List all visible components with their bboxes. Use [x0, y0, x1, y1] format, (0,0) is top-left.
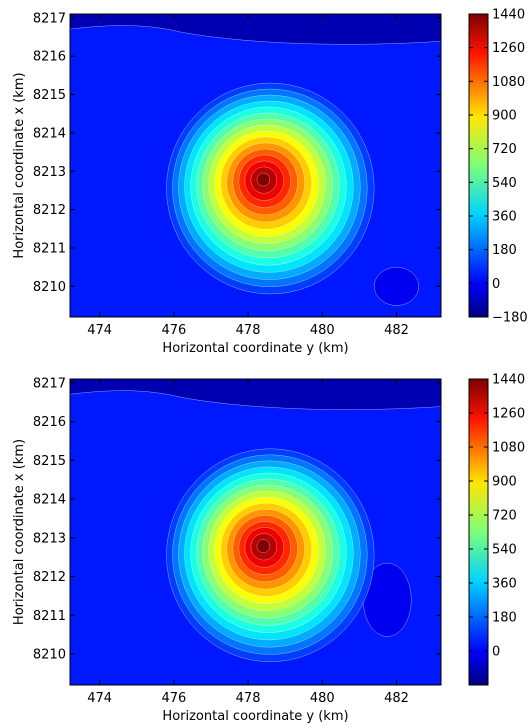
low-region-top: [70, 14, 441, 45]
y-tick-label: 8213: [33, 531, 66, 546]
y-axis-label: Horizontal coordinate x (km): [12, 72, 27, 258]
contour-field: [70, 379, 441, 685]
x-tick-label: 474: [87, 691, 112, 706]
x-axis-label: Horizontal coordinate y (km): [162, 341, 348, 356]
low-region-top: [70, 379, 441, 410]
y-tick-label: 8215: [33, 454, 66, 469]
x-tick-label: 474: [87, 323, 112, 338]
colorbar-gradient: [468, 13, 489, 318]
x-tick-label: 482: [384, 691, 409, 706]
colorbar-tick-label: 360: [492, 210, 517, 225]
x-axis-label: Horizontal coordinate y (km): [162, 709, 348, 724]
y-tick-label: 8215: [33, 88, 66, 103]
colorbar-tick-label: 1260: [492, 41, 525, 56]
colorbar-tick-label: 180: [492, 243, 517, 258]
colorbar-tick-label: 1440: [492, 8, 525, 23]
colorbar-tick-label: 720: [492, 142, 517, 157]
colorbar: 0 180 360 540 720 900 1080 1260 1440: [468, 373, 525, 686]
y-tick-label: 8211: [33, 241, 66, 256]
plot-frame: [69, 13, 442, 318]
colorbar-tick-label: 1080: [492, 441, 525, 456]
colorbar-tick-label: 1440: [492, 373, 525, 388]
colorbar-tick-label: 1260: [492, 407, 525, 422]
x-tick-label: 480: [310, 323, 335, 338]
colorbar-tick-label: −180: [492, 311, 528, 326]
colorbar-tick-label: 1080: [492, 75, 525, 90]
colorbar-tick-label: 180: [492, 611, 517, 626]
chart-panel-2: 474 476 478 480 482 8210 8211 8212 8213 8214 8215 8…: [12, 373, 525, 725]
colorbar-tick-label: 900: [492, 109, 517, 124]
y-tick-label: 8212: [33, 570, 66, 585]
y-tick-label: 8217: [33, 376, 66, 391]
x-tick-label: 478: [236, 691, 261, 706]
x-tick-label: 476: [161, 323, 186, 338]
y-tick-label: 8210: [33, 280, 66, 295]
colorbar-tick-label: 0: [492, 645, 500, 660]
colorbar-tick-label: 720: [492, 509, 517, 524]
colorbar-tick-label: 0: [492, 277, 500, 292]
x-tick-label: 482: [384, 323, 409, 338]
y-tick-label: 8212: [33, 203, 66, 218]
y-tick-label: 8210: [33, 648, 66, 663]
colorbar-tick-label: 540: [492, 543, 517, 558]
x-tick-label: 476: [161, 691, 186, 706]
y-tick-label: 8216: [33, 50, 66, 65]
contour-field: [70, 14, 441, 317]
y-tick-label: 8214: [33, 126, 66, 141]
y-tick-label: 8214: [33, 493, 66, 508]
y-tick-label: 8216: [33, 415, 66, 430]
colorbar-tick-label: 360: [492, 577, 517, 592]
y-tick-label: 8213: [33, 165, 66, 180]
colorbar: −180 0 180 360 540 720 900 1080 1260 1440: [468, 8, 528, 326]
y-axis-label: Horizontal coordinate x (km): [12, 439, 27, 625]
y-tick-label: 8211: [33, 609, 66, 624]
low-patch: [373, 266, 419, 306]
colorbar-tick-label: 540: [492, 176, 517, 191]
chart-panel-1: 474 476 478 480 482 8210 8211 8212 8213 8214 8215 8…: [12, 8, 528, 357]
colorbar-tick-label: 900: [492, 475, 517, 490]
x-tick-label: 480: [310, 691, 335, 706]
x-tick-label: 478: [236, 323, 261, 338]
contour-level: [256, 172, 271, 187]
contour-level: [256, 539, 271, 554]
y-tick-label: 8217: [33, 11, 66, 26]
colorbar-gradient: [468, 378, 489, 686]
plot-frame: [69, 378, 442, 686]
